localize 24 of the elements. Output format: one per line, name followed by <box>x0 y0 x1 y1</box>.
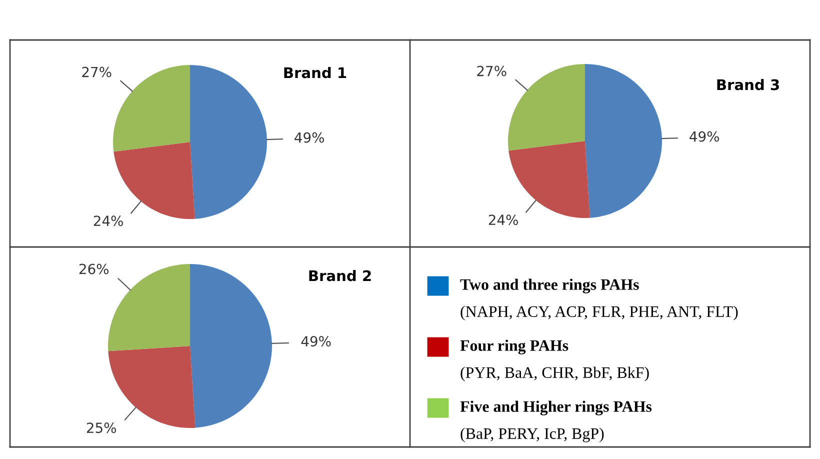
chart-title: Brand 1 <box>284 66 346 78</box>
category-label: Five and Higher rings PAHs <box>460 400 652 416</box>
pie-slice <box>108 264 190 352</box>
pie-slice <box>508 64 585 151</box>
chart-title: Brand 2 <box>309 270 371 282</box>
data-label: 26% <box>79 264 109 274</box>
pie-slice <box>113 65 190 152</box>
category-label: Two and three rings PAHs <box>460 278 639 294</box>
data-label: 49% <box>294 132 324 143</box>
data-label: 24% <box>488 214 518 226</box>
category-label: Four ring PAHs <box>460 340 568 354</box>
data-label: 27% <box>82 66 112 78</box>
data-label: 25% <box>86 422 116 434</box>
text: Brand 3 <box>717 78 779 90</box>
data-label: 49% <box>301 336 331 347</box>
text: (BaP, PERY, IcP, BgP) <box>460 428 604 442</box>
pie-slice <box>585 64 662 218</box>
text: (PYR, BaA, CHR, BbF, BkF) <box>460 366 649 382</box>
data-label: 24% <box>94 216 123 226</box>
data-label: 27% <box>477 66 506 76</box>
data-label: 49% <box>690 131 719 142</box>
pie-slice <box>190 264 272 428</box>
pie-slice <box>190 65 267 219</box>
text: (NAPH, ACY, ACP, FLR, PHE, ANT, FLT) <box>460 306 738 320</box>
